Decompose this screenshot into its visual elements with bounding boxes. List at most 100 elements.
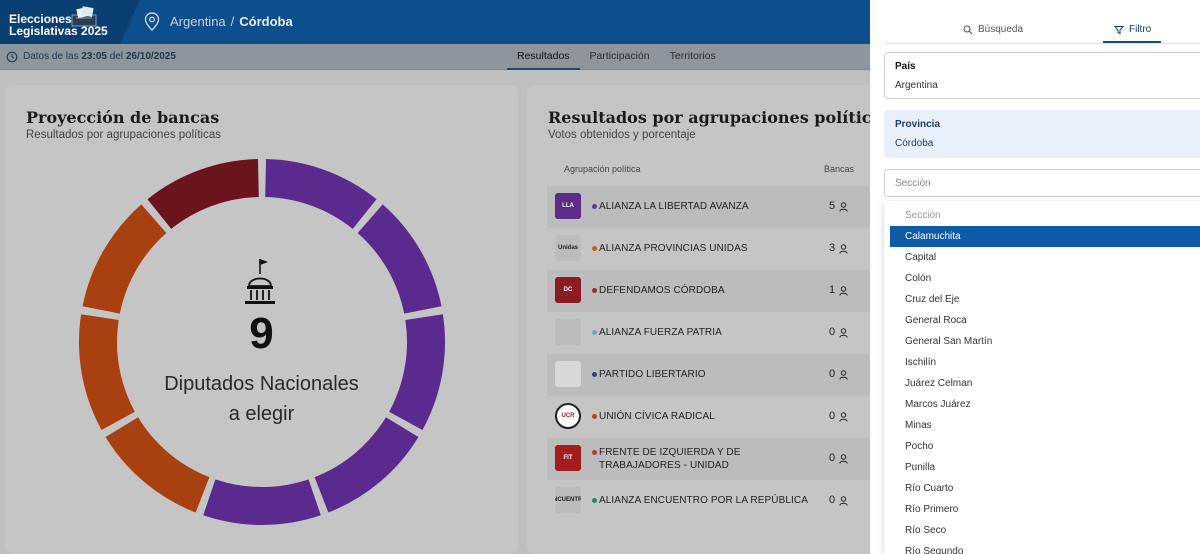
- party-row[interactable]: UCR UNIÓN CÍVICA RADICAL 0: [547, 396, 870, 438]
- party-row[interactable]: ENCUENTRO ALIANZA ENCUENTRO POR LA REPÚBL…: [547, 480, 870, 522]
- filter-panel: Búsqueda Filtro País Argentina Provincia…: [870, 0, 1200, 554]
- dropdown-option[interactable]: General Roca: [905, 315, 967, 326]
- seat-segment[interactable]: [105, 417, 210, 513]
- dropdown-placeholder-option: Sección: [905, 210, 941, 221]
- dropdown-option[interactable]: Marcos Juárez: [905, 399, 971, 410]
- dropdown-option[interactable]: Juárez Celman: [905, 378, 973, 389]
- tab-filtro[interactable]: Filtro: [1114, 24, 1151, 35]
- results-card: Resultados por agrupaciones políticas Vo…: [527, 85, 891, 554]
- seat-segment[interactable]: [389, 314, 445, 430]
- seat-segment[interactable]: [357, 204, 442, 314]
- party-logo: Unidas: [555, 235, 581, 261]
- seat-segment[interactable]: [203, 479, 321, 525]
- refresh-clock-icon: [6, 51, 18, 63]
- breadcrumb-province: Córdoba: [239, 14, 293, 29]
- person-icon: [839, 286, 848, 296]
- dropdown-option[interactable]: Calamuchita: [890, 226, 1200, 247]
- seats-card-title: Proyección de bancas: [26, 108, 220, 127]
- update-timestamp: Datos de las 23:05 del 26/10/2025: [23, 51, 176, 62]
- party-name: ALIANZA PROVINCIAS UNIDAS: [599, 243, 748, 254]
- party-row[interactable]: DC DEFENDAMOS CÓRDOBA 1: [547, 270, 870, 312]
- party-logo: [555, 319, 581, 345]
- seats-label-line2: a elegir: [228, 403, 295, 425]
- party-seats: 0: [829, 494, 836, 506]
- column-header-seats: Bancas: [824, 164, 855, 174]
- seats-label: Diputados Nacionales a elegir: [5, 369, 518, 429]
- party-color-dot: [592, 450, 597, 455]
- seccion-dropdown-list: Sección Calamuchita Capital Colón Cruz del E…: [884, 201, 1200, 554]
- results-card-subtitle: Votos obtenidos y porcentaje: [548, 129, 696, 141]
- total-seats-number: 9: [249, 309, 274, 358]
- dropdown-option[interactable]: Ischilín: [905, 357, 937, 368]
- seats-card-subtitle: Resultados por agrupaciones políticas: [26, 129, 221, 141]
- party-seats: 3: [829, 242, 836, 254]
- dropdown-option[interactable]: Río Segundo: [905, 546, 964, 554]
- party-color-dot: [592, 498, 597, 503]
- party-name: DEFENDAMOS CÓRDOBA: [599, 285, 725, 296]
- party-name: ALIANZA ENCUENTRO POR LA REPÚBLICA: [599, 495, 809, 506]
- seat-segment[interactable]: [265, 159, 377, 229]
- tab-territorios[interactable]: Territorios: [669, 50, 716, 62]
- tab-filtro-label: Filtro: [1129, 24, 1152, 35]
- location-pin-icon: [144, 12, 160, 31]
- party-seats: 1: [829, 284, 836, 296]
- seat-segment[interactable]: [82, 204, 167, 314]
- search-icon: [963, 24, 973, 34]
- dropdown-option[interactable]: General San Martín: [905, 336, 993, 347]
- tab-resultados[interactable]: Resultados: [507, 44, 580, 70]
- party-color-dot: [592, 414, 597, 419]
- party-row[interactable]: LLA ALIANZA LA LIBERTAD AVANZA 5: [547, 186, 870, 228]
- dropdown-option[interactable]: Río Primero: [905, 504, 959, 515]
- party-name: UNIÓN CÍVICA RADICAL: [599, 411, 715, 422]
- sub-header: Datos de las 23:05 del 26/10/2025 Result…: [0, 44, 870, 70]
- seat-segment[interactable]: [78, 314, 135, 430]
- update-date: 26/10/2025: [125, 51, 176, 62]
- logo-block[interactable]: [0, 0, 140, 44]
- party-row[interactable]: Unidas ALIANZA PROVINCIAS UNIDAS 3: [547, 228, 870, 270]
- party-name: ALIANZA FUERZA PATRIA: [599, 327, 722, 338]
- party-name: PARTIDO LIBERTARIO: [599, 369, 706, 380]
- breadcrumb-country[interactable]: Argentina: [170, 14, 226, 29]
- party-logo: UCR: [555, 403, 581, 429]
- datos-prefix: Datos de las: [23, 51, 79, 62]
- dropdown-option[interactable]: Pocho: [905, 441, 934, 452]
- party-seats: 0: [829, 410, 836, 422]
- person-icon: [839, 496, 848, 506]
- seccion-placeholder: Sección: [895, 178, 931, 189]
- party-color-dot: [592, 330, 597, 335]
- seat-segment[interactable]: [147, 159, 259, 229]
- dropdown-option[interactable]: Punilla: [905, 462, 936, 473]
- dropdown-option[interactable]: Cruz del Eje: [905, 294, 960, 305]
- app-logo[interactable]: Elecciones Legislativas 2025: [9, 13, 108, 37]
- dropdown-option[interactable]: Capital: [905, 252, 937, 263]
- congress-building-icon: [245, 259, 275, 304]
- party-color-dot: [592, 288, 597, 293]
- party-name: FRENTE DE IZQUIERDA Y DE TRABAJADORES - …: [599, 447, 741, 471]
- dropdown-option[interactable]: Colón: [905, 273, 932, 284]
- pais-filter[interactable]: País Argentina: [884, 52, 1200, 99]
- tab-busqueda[interactable]: Búsqueda: [963, 24, 1023, 35]
- dropdown-option[interactable]: Río Cuarto: [905, 483, 954, 494]
- results-card-title: Resultados por agrupaciones políticas: [548, 108, 891, 127]
- party-seats: 0: [829, 452, 836, 464]
- party-row[interactable]: ALIANZA FUERZA PATRIA 0: [547, 312, 870, 354]
- dropdown-option[interactable]: Río Seco: [905, 525, 947, 536]
- tab-participacion[interactable]: Participación: [589, 50, 650, 62]
- provincia-value: Córdoba: [895, 138, 934, 149]
- party-row[interactable]: PARTIDO LIBERTARIO 0: [547, 354, 870, 396]
- column-header-party: Agrupación política: [564, 164, 641, 174]
- dropdown-option[interactable]: Minas: [905, 420, 932, 431]
- breadcrumb-separator: /: [230, 14, 235, 29]
- party-seats: 0: [829, 368, 836, 380]
- provincia-filter[interactable]: Provincia Córdoba: [884, 110, 1200, 158]
- seat-segment[interactable]: [314, 417, 419, 513]
- top-header: Elecciones Legislativas 2025 Argentina / C…: [0, 0, 870, 44]
- person-icon: [839, 412, 848, 422]
- datos-del: del: [109, 51, 124, 62]
- person-icon: [839, 454, 848, 464]
- seats-label-line1: Diputados Nacionales: [164, 373, 359, 395]
- party-logo: FIT: [555, 445, 581, 471]
- seccion-select[interactable]: Sección: [884, 169, 1200, 197]
- party-row[interactable]: FIT FRENTE DE IZQUIERDA Y DE TRABAJADORES…: [547, 438, 870, 480]
- party-seats: 5: [829, 200, 836, 212]
